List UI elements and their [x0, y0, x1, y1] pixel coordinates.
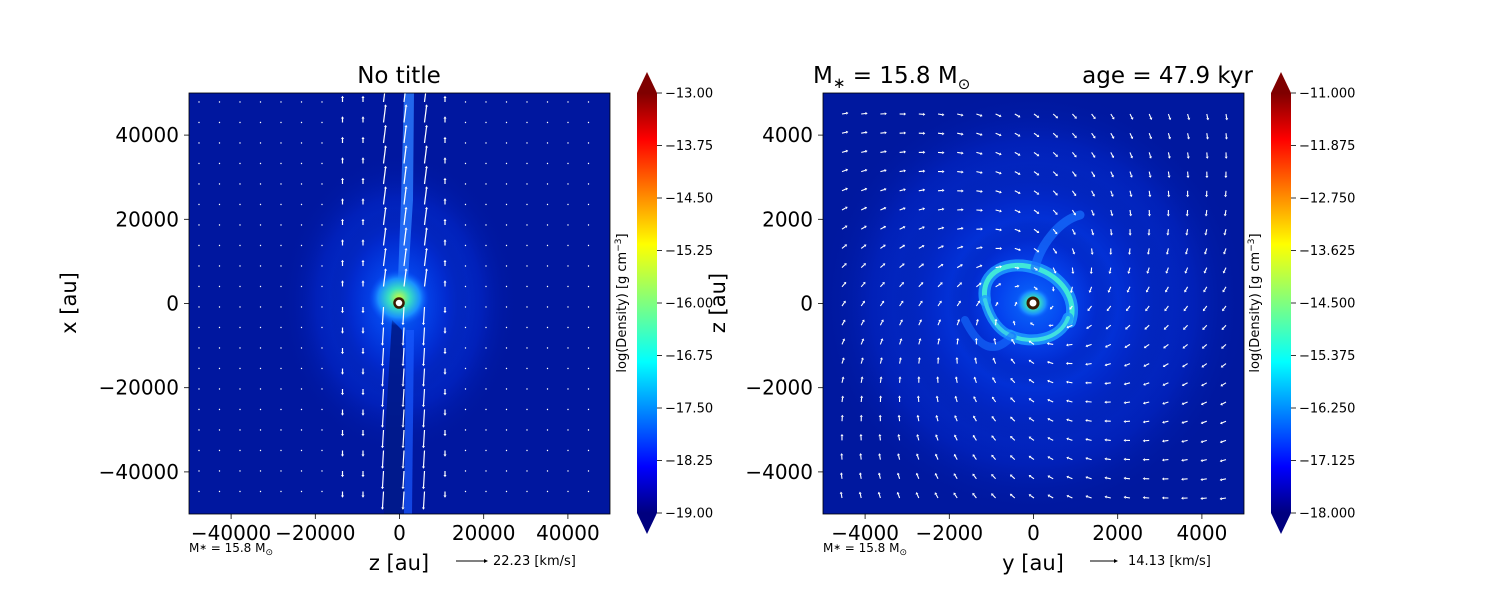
panel-right: M∗ = 15.8 M⊙ age = 47.9 kyr −4000 [706, 63, 1355, 575]
y-tick-label: −2000 [745, 376, 813, 400]
colorbar-tick-label: −14.500 [1299, 297, 1355, 312]
x-tick-label: 4000 [1176, 521, 1227, 545]
y-tick-label: 40000 [115, 123, 179, 147]
x-tick-label: −2000 [915, 521, 983, 545]
panel-left: No title −40000 −20000 0 20000 40000−40000−2… [57, 63, 713, 575]
colorbar-left: −13.00 −13.75 −14.50 −15.25 −16.00 −16.75 −17.… [614, 72, 713, 534]
colorbar-tick-label: −17.125 [1299, 454, 1355, 469]
panel-left-title: No title [357, 63, 441, 89]
y-tick-label: −40000 [99, 460, 179, 484]
colorbar-tick-label: −11.000 [1299, 87, 1355, 102]
y-axis-label-left: x [au] [57, 272, 81, 334]
panel-right-title-mass: M∗ = 15.8 M⊙ [813, 63, 970, 93]
velocity-field-right [839, 111, 1229, 501]
x-tick-label: 0 [1027, 521, 1040, 545]
y-tick-label: 0 [800, 292, 813, 316]
colorbar-tick-label: −16.250 [1299, 402, 1355, 417]
x-tick-label: −20000 [275, 521, 355, 545]
axis-ticks-right: −4000 −2000 0 2000 4000 −4000 −2000 0 2000 4000 [745, 123, 1227, 545]
colorbar-tick-label: −16.00 [665, 297, 713, 312]
colorbar-tick-label: −18.25 [665, 454, 713, 469]
y-tick-label: −4000 [745, 460, 813, 484]
arrow-key-label-left: 22.23 [km/s] [493, 554, 576, 569]
colorbar-tick-label: −13.75 [665, 139, 713, 154]
colorbar-label-right: log(Density) [g cm−3] [1247, 233, 1263, 372]
x-tick-label: 0 [393, 521, 406, 545]
colorbar-tick-label: −17.50 [665, 402, 713, 417]
mass-note-left: M∗ = 15.8 M⊙ [189, 541, 273, 558]
y-axis-label-right: z [au] [706, 273, 730, 333]
colorbar-tick-label: −15.25 [665, 244, 713, 259]
density-map-left [189, 93, 610, 514]
velocity-field-left [198, 93, 590, 510]
y-tick-label: 4000 [762, 123, 813, 147]
colorbar-tick-label: −16.75 [665, 349, 713, 364]
colorbar-tick-label: −15.375 [1299, 349, 1355, 364]
star-marker-left [393, 297, 405, 309]
colorbar-tick-label: −19.00 [665, 507, 713, 522]
star-marker-right [1026, 296, 1040, 310]
y-tick-label: 2000 [762, 207, 813, 231]
y-tick-label: −20000 [99, 376, 179, 400]
arrow-key-right: 14.13 [km/s] [1090, 554, 1211, 569]
colorbar-right: −11.000 −11.875 −12.750 −13.625 −14.500 −15.3… [1247, 72, 1355, 534]
colorbar-label-left: log(Density) [g cm−3] [614, 233, 630, 372]
colorbar-tick-label: −11.875 [1299, 139, 1355, 154]
density-map-right [823, 93, 1244, 514]
x-axis-label-right: y [au] [1002, 551, 1064, 575]
x-tick-label: 2000 [1092, 521, 1143, 545]
colorbar-tick-label: −18.000 [1299, 507, 1355, 522]
colorbar-tick-label: −14.50 [665, 192, 713, 207]
x-tick-label: 40000 [536, 521, 600, 545]
y-tick-label: 20000 [115, 207, 179, 231]
colorbar-tick-label: −13.625 [1299, 244, 1355, 259]
colorbar-tick-label: −12.750 [1299, 192, 1355, 207]
mass-note-right: M∗ = 15.8 M⊙ [823, 541, 907, 558]
colorbar-tick-label: −13.00 [665, 87, 713, 102]
x-tick-label: −40000 [191, 521, 271, 545]
axis-ticks-left: −40000 −20000 0 20000 40000−40000−2000002000… [99, 123, 600, 545]
arrow-key-label-right: 14.13 [km/s] [1128, 554, 1211, 569]
arrow-key-left: 22.23 [km/s] [456, 554, 576, 569]
x-axis-label-left: z [au] [369, 551, 429, 575]
y-tick-label: 0 [166, 292, 179, 316]
x-tick-label: 20000 [452, 521, 516, 545]
x-tick-label: −4000 [831, 521, 899, 545]
panel-right-title-age: age = 47.9 kyr [1082, 63, 1253, 89]
